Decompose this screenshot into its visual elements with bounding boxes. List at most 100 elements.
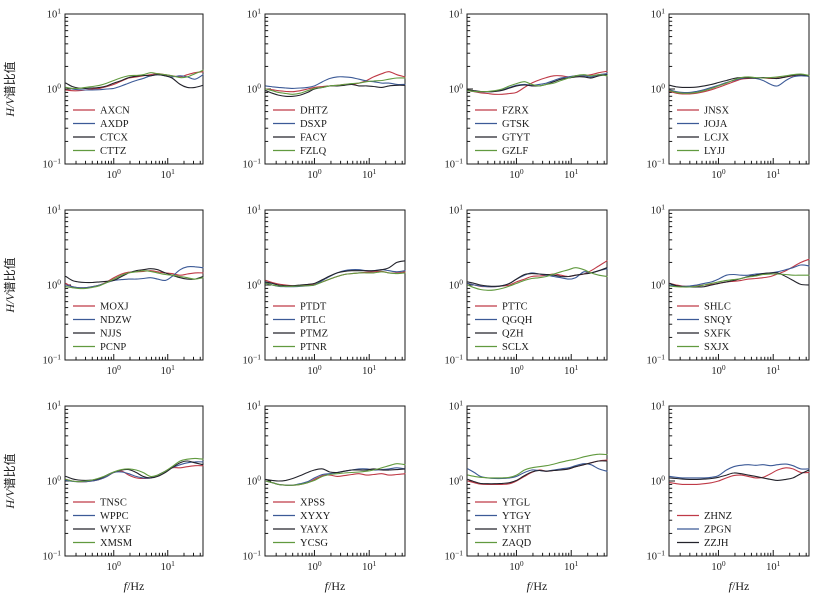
curve-PTNR bbox=[265, 271, 406, 287]
y-axis-ticks bbox=[669, 405, 675, 557]
x-axis-title: f/Hz bbox=[325, 579, 346, 593]
legend-label-SHLC: SHLC bbox=[704, 302, 731, 313]
legend-label-PTNR: PTNR bbox=[300, 342, 327, 353]
curve-TNSC bbox=[65, 465, 204, 483]
plot-frame bbox=[668, 13, 810, 165]
legend-item-XMSM: XMSM bbox=[73, 538, 133, 549]
legend-label-SCLX: SCLX bbox=[502, 342, 529, 353]
x-tick-label: 101 bbox=[161, 559, 176, 573]
x-axis-ticks bbox=[679, 158, 807, 164]
legend-item-XPSS: XPSS bbox=[273, 498, 325, 509]
curve-CTTZ bbox=[65, 69, 204, 90]
legend-label-YTGL: YTGL bbox=[502, 498, 530, 509]
curve-GZLF bbox=[467, 74, 608, 93]
legend-item-PCNP: PCNP bbox=[73, 342, 126, 353]
curve-WPPC bbox=[65, 461, 204, 483]
y-tick-label: 10−1 bbox=[445, 157, 464, 171]
x-tick-label: 101 bbox=[766, 167, 781, 181]
subplot-0-2: 10−1 100 101 100 101 FZRX GTSK GTYT GZLF bbox=[445, 7, 608, 181]
legend-item-SHLC: SHLC bbox=[677, 302, 731, 313]
subplot-2-0: 10−1 100 101 100 101 H/V谱比值 f/Hz TNSC WPPC WYXF XM… bbox=[2, 399, 204, 593]
legend-item-NDZW: NDZW bbox=[73, 315, 132, 326]
legend-label-YTGY: YTGY bbox=[502, 511, 532, 522]
x-axis-ticks bbox=[477, 354, 605, 360]
curve-NJJS bbox=[65, 268, 204, 284]
y-tick-label: 10−1 bbox=[43, 157, 62, 171]
legend-label-YCSG: YCSG bbox=[300, 538, 328, 549]
plot-frame bbox=[466, 405, 608, 557]
legend-item-QZH: QZH bbox=[475, 329, 524, 340]
y-axis-ticks bbox=[65, 209, 71, 361]
legend-label-QGQH: QGQH bbox=[502, 315, 533, 326]
curve-SCLX bbox=[467, 267, 608, 291]
x-tick-label: 100 bbox=[509, 363, 524, 377]
y-axis-ticks bbox=[467, 209, 473, 361]
y-axis-title: H/V谱比值 bbox=[2, 61, 17, 117]
x-axis-title: f/Hz bbox=[124, 579, 145, 593]
legend-label-FZLQ: FZLQ bbox=[300, 146, 327, 157]
curve-YXHT bbox=[467, 460, 608, 485]
x-tick-label: 100 bbox=[107, 167, 122, 181]
curve-XMSM bbox=[65, 457, 204, 483]
curve-YCSG bbox=[265, 463, 406, 486]
curve-FZLQ bbox=[265, 77, 406, 95]
x-tick-label: 100 bbox=[107, 559, 122, 573]
x-tick-label: 100 bbox=[509, 559, 524, 573]
x-tick-label: 100 bbox=[509, 167, 524, 181]
legend-label-AXCN: AXCN bbox=[100, 106, 130, 117]
y-tick-label: 101 bbox=[651, 7, 666, 21]
legend-label-LYJJ: LYJJ bbox=[704, 146, 725, 157]
legend-label-SXFK: SXFK bbox=[704, 329, 731, 340]
legend-label-GTSK: GTSK bbox=[502, 119, 530, 130]
legend-label-MOXJ: MOXJ bbox=[100, 302, 129, 313]
legend-label-WYXF: WYXF bbox=[100, 525, 131, 536]
x-axis-ticks bbox=[679, 550, 807, 556]
legend-item-YAYX: YAYX bbox=[273, 525, 329, 536]
legend-item-ZPGN: ZPGN bbox=[677, 525, 732, 536]
curve-NDZW bbox=[65, 265, 204, 289]
y-tick-label: 10−1 bbox=[647, 157, 666, 171]
plot-frame bbox=[466, 13, 608, 165]
y-tick-label: 101 bbox=[247, 203, 262, 217]
legend-label-NDZW: NDZW bbox=[100, 315, 132, 326]
curve-CTCX bbox=[65, 74, 204, 89]
y-axis-title: H/V谱比值 bbox=[2, 257, 17, 313]
legend-label-GTYT: GTYT bbox=[502, 133, 531, 144]
x-tick-label: 100 bbox=[307, 559, 322, 573]
curve-PTMZ bbox=[265, 260, 406, 287]
curve-GTSK bbox=[467, 73, 608, 93]
legend-label-PTMZ: PTMZ bbox=[300, 329, 328, 340]
curve-DHTZ bbox=[265, 71, 406, 93]
x-axis-ticks bbox=[75, 354, 201, 360]
y-tick-label: 100 bbox=[247, 82, 262, 96]
y-tick-label: 101 bbox=[449, 203, 464, 217]
y-tick-label: 10−1 bbox=[647, 549, 666, 563]
x-tick-label: 100 bbox=[307, 363, 322, 377]
subplot-1-0: 10−1 100 101 100 101 H/V谱比值 MOXJ NDZW NJJS PCNP bbox=[2, 203, 204, 377]
legend-label-YXHT: YXHT bbox=[502, 525, 532, 536]
curve-SHLC bbox=[669, 258, 810, 287]
curve-ZHNZ bbox=[669, 467, 810, 486]
legend-item-AXDP: AXDP bbox=[73, 119, 129, 130]
x-tick-label: 101 bbox=[766, 363, 781, 377]
x-tick-label: 101 bbox=[362, 559, 377, 573]
legend-item-LYJJ: LYJJ bbox=[677, 146, 725, 157]
legend-item-QGQH: QGQH bbox=[475, 315, 533, 326]
legend-item-XYXY: XYXY bbox=[273, 511, 331, 522]
x-tick-label: 101 bbox=[564, 559, 579, 573]
y-tick-label: 101 bbox=[247, 7, 262, 21]
y-axis-title: H/V谱比值 bbox=[2, 453, 17, 509]
x-tick-label: 101 bbox=[362, 167, 377, 181]
legend-item-CTCX: CTCX bbox=[73, 133, 128, 144]
curve-LCJX bbox=[669, 74, 810, 89]
legend-item-YCSG: YCSG bbox=[273, 538, 328, 549]
y-tick-label: 100 bbox=[47, 278, 62, 292]
subplot-1-3: 10−1 100 101 100 101 SHLC SNQY SXFK SXJX bbox=[647, 203, 810, 377]
plot-frame bbox=[668, 405, 810, 557]
y-tick-label: 100 bbox=[449, 82, 464, 96]
legend-item-YXHT: YXHT bbox=[475, 525, 532, 536]
legend-item-FZLQ: FZLQ bbox=[273, 146, 327, 157]
x-tick-label: 100 bbox=[711, 559, 726, 573]
curve-FACY bbox=[265, 83, 406, 97]
x-tick-label: 100 bbox=[107, 363, 122, 377]
